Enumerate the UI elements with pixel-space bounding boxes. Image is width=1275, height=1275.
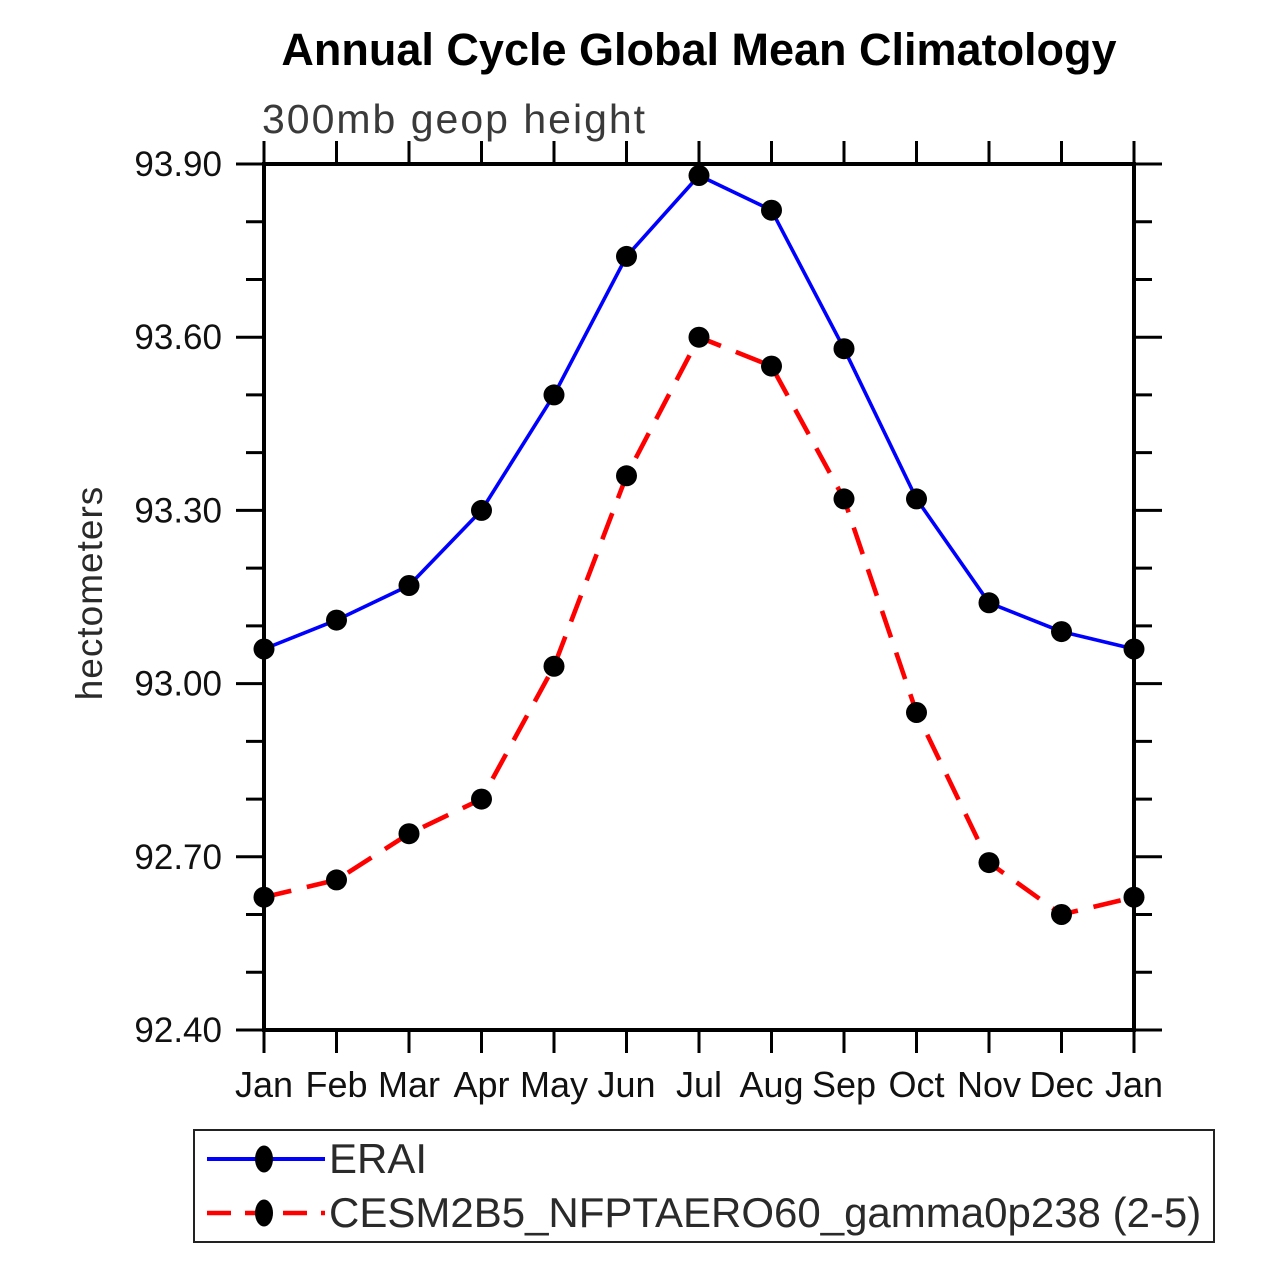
x-tick-label: Oct	[888, 1064, 944, 1105]
series-line-erai	[263, 173, 1135, 651]
data-point-marker	[326, 609, 347, 631]
data-point-marker	[906, 702, 927, 723]
data-point-marker	[1123, 886, 1145, 908]
x-tick-label: Nov	[957, 1064, 1021, 1105]
y-tick-label: 93.90	[134, 145, 222, 184]
x-tick-label: Jul	[676, 1064, 722, 1105]
data-point-marker	[906, 488, 927, 510]
data-point-marker	[833, 488, 855, 510]
data-point-marker	[253, 638, 275, 660]
series-line-cesm2b5-nfptaero60-gamma0p238-2-5-	[263, 334, 1135, 917]
x-tick-label: Jan	[235, 1064, 293, 1105]
y-tick-label: 93.60	[134, 318, 222, 357]
data-point-marker	[543, 655, 565, 677]
data-point-marker	[761, 199, 782, 221]
x-tick-label: Aug	[739, 1064, 803, 1105]
legend-item: ERAI	[207, 1134, 1213, 1182]
data-point-marker	[398, 823, 420, 845]
data-point-marker	[1123, 638, 1145, 660]
x-tick-label: Feb	[305, 1064, 367, 1105]
data-point-marker	[1051, 904, 1072, 925]
chart-subtitle: 300mb geop height	[262, 96, 648, 142]
x-tick-label: May	[520, 1064, 588, 1105]
legend-marker-icon	[255, 1145, 273, 1173]
chart-title: Annual Cycle Global Mean Climatology	[281, 24, 1117, 75]
data-point-marker	[471, 788, 492, 810]
y-tick-label: 93.30	[134, 491, 222, 530]
legend-marker-icon	[255, 1199, 273, 1227]
x-tick-label: Jan	[1105, 1064, 1163, 1105]
data-point-marker	[616, 465, 637, 487]
legend-label: CESM2B5_NFPTAERO60_gamma0p238 (2-5)	[329, 1189, 1202, 1236]
plot-frame	[262, 162, 1136, 1032]
x-tick-label: Dec	[1029, 1064, 1093, 1105]
data-point-marker	[833, 338, 855, 360]
legend: ERAI CESM2B5_NFPTAERO60_gamma0p238 (2-5)	[193, 1129, 1215, 1243]
legend-line-sample	[207, 1199, 325, 1227]
y-tick-label: 92.70	[134, 838, 222, 877]
y-tick-label: 93.00	[134, 665, 222, 704]
x-tick-label: Mar	[378, 1064, 440, 1105]
legend-item: CESM2B5_NFPTAERO60_gamma0p238 (2-5)	[207, 1189, 1213, 1236]
x-tick-label: Apr	[453, 1064, 509, 1105]
legend-line-sample	[207, 1145, 325, 1173]
data-point-marker	[688, 326, 710, 348]
data-point-marker	[761, 355, 782, 377]
data-point-marker	[543, 384, 565, 406]
data-point-marker	[688, 165, 710, 186]
y-tick-label: 92.40	[134, 1011, 222, 1050]
data-point-marker	[978, 852, 1000, 874]
data-point-marker	[978, 592, 1000, 614]
x-tick-label: Sep	[812, 1064, 876, 1105]
data-point-marker	[1051, 621, 1072, 643]
data-point-marker	[253, 886, 275, 908]
data-point-marker	[471, 499, 492, 521]
data-point-marker	[616, 245, 637, 267]
data-point-marker	[326, 869, 347, 891]
legend-label: ERAI	[329, 1134, 428, 1182]
data-point-marker	[398, 575, 420, 596]
x-tick-label: Jun	[597, 1064, 655, 1105]
